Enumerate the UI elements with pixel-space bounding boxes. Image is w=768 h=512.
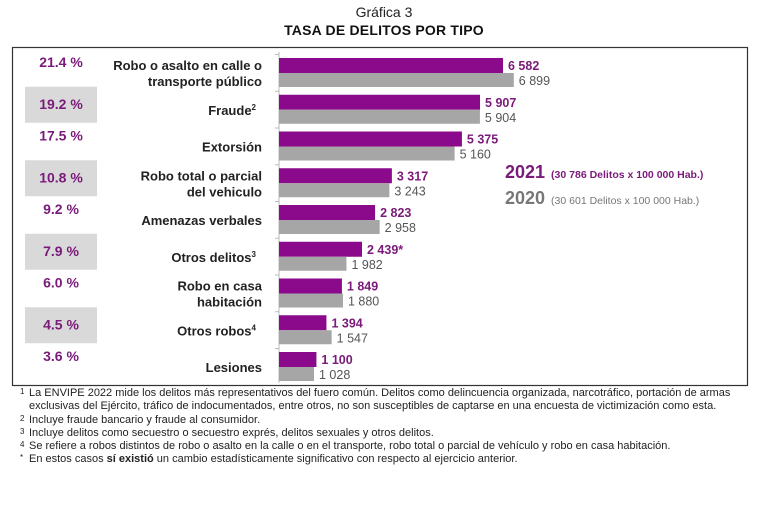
value-label-2021: 1 100 (321, 353, 352, 367)
bar-2021 (279, 352, 317, 367)
share-label: 4.5 % (43, 316, 79, 332)
value-label-2021: 5 907 (485, 96, 516, 110)
value-label-2020: 1 880 (348, 295, 379, 309)
bar-2020 (279, 367, 314, 381)
value-label-2020: 6 899 (519, 74, 550, 88)
share-label: 10.8 % (39, 169, 83, 185)
share-label: 19.2 % (39, 96, 83, 112)
share-label: 6.0 % (43, 275, 79, 291)
value-label-2020: 5 904 (485, 111, 516, 125)
share-label: 9.2 % (43, 201, 79, 217)
share-box (25, 86, 97, 123)
value-label-2021: 2 823 (380, 206, 411, 220)
bar-2020 (279, 109, 480, 124)
share-box (25, 233, 97, 270)
category-label: Lesiones (206, 360, 262, 375)
bar-2021 (279, 58, 503, 73)
category-label: Robo en casa habitación (177, 279, 262, 310)
bar-2021 (279, 315, 327, 331)
footnote-1: 1 La ENVIPE 2022 mide los delitos más rep… (20, 387, 731, 413)
bar-2020 (279, 183, 390, 198)
category-label: Robo total o parcial del vehiculo (141, 168, 262, 199)
bar-2020 (279, 330, 332, 345)
footnote-2: 2 Incluye fraude bancario y fraude al con… (20, 413, 261, 426)
bar-2021 (279, 94, 481, 110)
share-label: 17.5 % (39, 128, 83, 144)
value-label-2020: 1 028 (319, 368, 350, 382)
significance-note: * En estos casos sí existió un cambio est… (20, 453, 518, 466)
legend-item-2021: 2021 (30 786 Delitos x 100 000 Hab.) (505, 162, 703, 182)
category-label: Otros delitos3 (171, 250, 256, 265)
share-box (25, 160, 97, 197)
category-label: Extorsión (202, 140, 262, 155)
value-label-2020: 5 160 (460, 148, 491, 162)
bar-2020 (279, 293, 343, 308)
value-label-2021: 3 317 (397, 169, 428, 183)
bar-2021 (279, 205, 376, 220)
bar-2020 (279, 256, 347, 271)
footnotes: 1 La ENVIPE 2022 mide los delitos más rep… (20, 387, 735, 467)
category-label: Otros robos4 (177, 323, 256, 338)
bar-2020 (279, 146, 455, 161)
share-label: 7.9 % (43, 243, 79, 259)
footnote-4: 4 Se refiere a robos distintos de robo o … (20, 440, 671, 453)
value-label-2021: 2 439* (367, 243, 403, 257)
bar-2020 (279, 73, 514, 87)
value-label-2020: 1 547 (337, 331, 368, 345)
chart-frame (11, 46, 749, 387)
category-label: Robo o asalto en calle o transporte públi… (113, 58, 262, 89)
value-label-2021: 1 849 (347, 280, 378, 294)
legend: 2021 (30 786 Delitos x 100 000 Hab.) 2020(… (505, 162, 703, 208)
category-label: Fraude2 (208, 103, 256, 118)
value-label-2021: 6 582 (508, 59, 539, 73)
value-label-2021: 1 394 (331, 316, 362, 330)
chart-subtitle: Gráfica 3 (355, 4, 413, 20)
bar-2021 (279, 241, 363, 257)
legend-item-2020: 2020 (30 601 Delitos x 100 000 Hab.) (505, 188, 699, 208)
bar-2021 (279, 131, 462, 147)
category-label: Amenazas verbales (141, 213, 262, 228)
value-label-2020: 2 958 (385, 221, 416, 235)
bar-2021 (279, 168, 392, 184)
share-label: 21.4 % (39, 54, 83, 70)
value-label-2020: 3 243 (394, 184, 425, 198)
chart-title: TASA DE DELITOS POR TIPO (284, 22, 484, 38)
footnote-3: 3 Incluye delitos como secuestro o secues… (20, 426, 434, 439)
bar-2020 (279, 220, 380, 234)
value-label-2021: 5 375 (467, 133, 498, 147)
value-label-2020: 1 982 (351, 258, 382, 272)
share-box (25, 307, 97, 344)
bar-2021 (279, 278, 342, 294)
share-label: 3.6 % (43, 348, 79, 364)
